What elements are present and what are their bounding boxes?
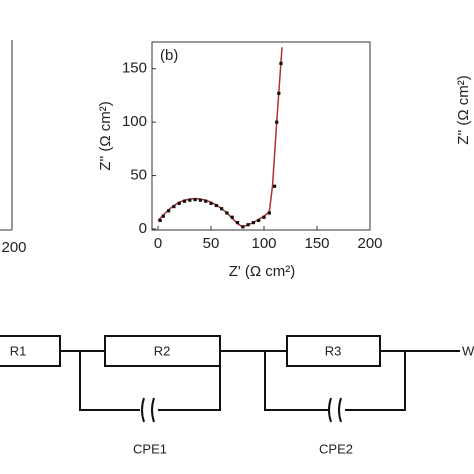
x-tick-label: 50 [203,235,220,252]
data-point [279,61,283,65]
cpe-symbol [328,397,342,423]
data-point [257,218,261,223]
cpe-symbol [141,397,155,423]
y-tick-label: 0 [139,220,147,237]
data-point [209,201,213,205]
data-point [275,120,279,124]
data-point [161,214,165,218]
wire [60,350,221,411]
x-axis-label: Z' (Ω cm²) [229,263,296,280]
x-tick-label: 100 [251,235,276,252]
resistor-label: R2 [154,343,171,358]
data-point [220,207,224,211]
data-point [177,201,181,205]
data-point [204,199,208,203]
data-point [246,223,250,227]
y-axis-label: Z'' (Ω cm²) [97,101,114,170]
x-tick-label: 200 [357,235,382,252]
data-point [273,184,277,188]
x-tick-label: 150 [304,235,329,252]
data-point [251,220,255,225]
data-point [230,215,234,219]
data-point [172,204,176,209]
x-tick-label: 0 [154,235,162,252]
data-point [198,198,202,202]
cpe-label: CPE2 [319,441,353,456]
end-label: W [462,343,474,358]
right-y-label: Z'' (Ω cm²) [455,75,472,144]
data-point [262,215,266,219]
data-point [225,211,229,215]
plot-frame [151,41,371,231]
data-point [214,203,218,208]
y-tick-label: 50 [130,167,147,184]
resistor-label: R1 [10,343,27,358]
wire [220,350,406,411]
y-tick-label: 100 [122,113,147,130]
data-point [277,91,281,95]
data-point [182,199,187,203]
data-point [167,209,171,213]
y-tick-label: 150 [122,60,147,77]
fit-line [157,47,283,228]
panel-label: (b) [160,47,178,64]
cpe-label: CPE1 [133,441,167,456]
resistor-label: R3 [325,343,342,358]
data-point [235,220,240,225]
data-point [241,225,245,229]
data-point [193,198,197,202]
data-point [188,198,192,202]
data-point [158,218,162,223]
data-point [267,211,271,215]
left-tick-label: 200 [1,239,26,256]
circuit: R1 R2 R3 CPE1 CPE2 W [0,335,474,456]
